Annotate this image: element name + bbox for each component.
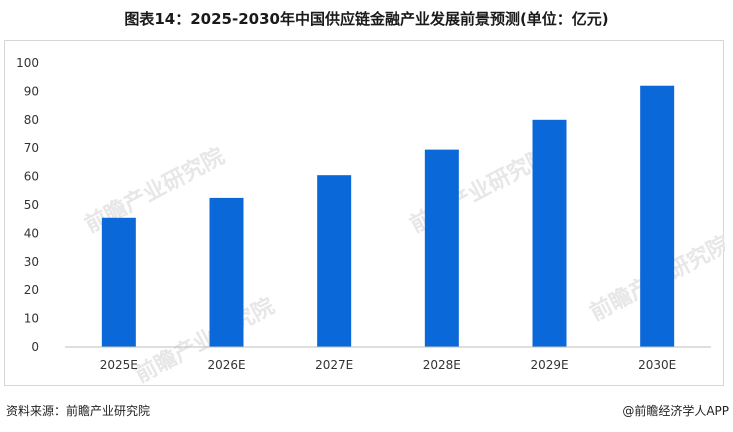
y-tick-label: 100 bbox=[16, 56, 39, 70]
brand-note: @前瞻经济学人APP bbox=[622, 404, 729, 418]
y-tick-label: 90 bbox=[24, 84, 39, 98]
bar-chart: 前瞻产业研究院 前瞻产业研究院 前瞻产业研究院 前瞻产业研究院 0 10 20 30 4… bbox=[16, 56, 725, 387]
source-note: 资料来源：前瞻产业研究院 bbox=[6, 404, 151, 418]
bars bbox=[101, 85, 675, 347]
x-tick-label: 2028E bbox=[423, 358, 461, 372]
watermark-text: 前瞻产业研究院 bbox=[131, 293, 279, 387]
x-tick-label: 2030E bbox=[638, 358, 676, 372]
chart-area: 前瞻产业研究院 前瞻产业研究院 前瞻产业研究院 前瞻产业研究院 0 10 20 30 4… bbox=[4, 40, 725, 387]
x-tick-label: 2025E bbox=[100, 358, 138, 372]
y-tick-label: 60 bbox=[24, 170, 39, 184]
y-tick-label: 30 bbox=[24, 255, 39, 269]
y-tick-label: 10 bbox=[24, 312, 39, 326]
bar-2030E bbox=[640, 85, 675, 347]
bar-2028E bbox=[424, 149, 459, 347]
bar-2026E bbox=[209, 197, 244, 347]
bar-2027E bbox=[317, 175, 352, 347]
y-tick-label: 20 bbox=[24, 283, 39, 297]
y-tick-label: 70 bbox=[24, 141, 39, 155]
bar-2029E bbox=[532, 119, 567, 347]
y-tick-label: 80 bbox=[24, 113, 39, 127]
y-tick-label: 0 bbox=[31, 340, 39, 354]
x-tick-label: 2026E bbox=[207, 358, 245, 372]
watermarks: 前瞻产业研究院 前瞻产业研究院 前瞻产业研究院 前瞻产业研究院 bbox=[81, 143, 725, 387]
y-tick-label: 40 bbox=[24, 226, 39, 240]
x-tick-label: 2029E bbox=[530, 358, 568, 372]
y-tick-label: 50 bbox=[24, 198, 39, 212]
x-tick-label: 2027E bbox=[315, 358, 353, 372]
bar-2025E bbox=[101, 217, 136, 347]
x-axis-labels: 2025E 2026E 2027E 2028E 2029E 2030E bbox=[100, 358, 676, 372]
chart-title: 图表14：2025-2030年中国供应链金融产业发展前景预测(单位：亿元) bbox=[124, 10, 609, 28]
y-axis-ticks: 0 10 20 30 40 50 60 70 80 90 100 bbox=[16, 56, 39, 354]
